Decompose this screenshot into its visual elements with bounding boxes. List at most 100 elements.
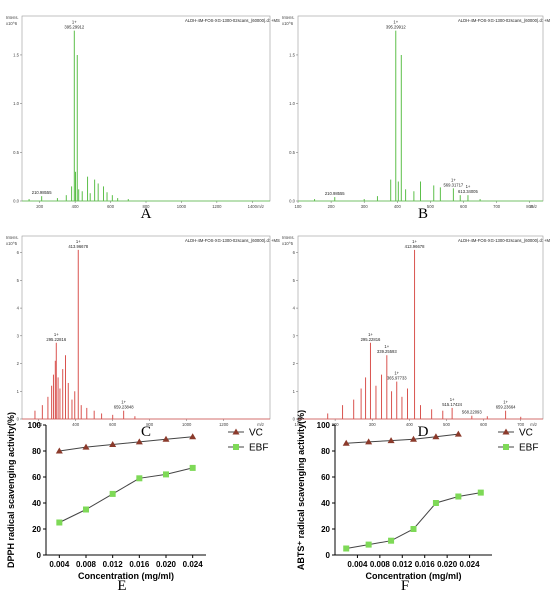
legend-vc-marker [502, 428, 510, 435]
panel-letter: C [141, 424, 151, 440]
ms-y-tick-label: 2 [293, 361, 296, 366]
ms-x-tick-label: 600 [107, 204, 115, 209]
x-tick-label: 0.016 [415, 560, 436, 569]
ms-peak-charge: 1+ [368, 332, 373, 337]
ms-peak-label: 515.17424 [442, 402, 462, 407]
ms-x-tick-label: 1000 [182, 422, 192, 427]
ms-peak-label: 210.98555 [32, 190, 52, 195]
ms-y-scale: x10^5 [282, 241, 294, 246]
ms-y-tick-label: 1.0 [13, 101, 19, 106]
x-tick-label: 0.008 [370, 560, 391, 569]
ms-y-label: Intens. [282, 235, 295, 240]
y-tick-label: 40 [32, 499, 41, 508]
vc-data-point [162, 435, 170, 442]
x-tick-label: 0.024 [183, 560, 204, 569]
ms-peak-charge: 1+ [394, 371, 399, 376]
y-axis-title: ABTS⁺ radical scavenging activity(%) [296, 410, 306, 570]
y-axis-title: DPPH radical scavenging activity(%) [6, 412, 16, 568]
vc-data-point [365, 438, 373, 445]
y-tick-label: 100 [28, 421, 42, 430]
ms-peak-charge: 1+ [451, 177, 456, 182]
ms-y-scale: x10^6 [282, 21, 294, 26]
y-tick-label: 0 [326, 551, 331, 560]
ebf-data-point [163, 471, 169, 478]
ms-y-tick-label: 1.5 [13, 52, 19, 57]
x-axis-title: Concentration (mg/ml) [78, 571, 174, 581]
vc-data-point [387, 437, 395, 444]
ms-x-tick-label: 600 [109, 422, 117, 427]
series-line-ebf [59, 467, 193, 523]
ms-y-tick-label: 0 [17, 417, 20, 422]
panel-letter: F [401, 578, 409, 594]
ms-peak-charge: 1+ [450, 397, 455, 402]
x-axis-title: Concentration (mg/ml) [366, 571, 462, 581]
ms-y-tick-label: 0.5 [13, 150, 19, 155]
ms-x-tick-label: 800 [146, 422, 154, 427]
ms-peak-label: 339.25593 [377, 349, 397, 354]
ms-x-tick-label: 200 [332, 422, 340, 427]
ms-y-tick-label: 5 [293, 278, 296, 283]
ms-y-label: Intens. [6, 15, 19, 20]
ms-y-tick-label: 6 [17, 250, 20, 255]
ms-peak-label: 395.29912 [386, 25, 406, 30]
x-tick-label: 0.020 [156, 560, 177, 569]
ms-x-tick-label: 700 [493, 204, 501, 209]
ms-panel-b: ALDH-4M-FOS-XG-1300-02scans_(60000).d: +… [282, 15, 550, 222]
ebf-data-point [109, 490, 116, 497]
ms-peak-label: 568.22093 [462, 410, 482, 415]
ms-x-tick-label: 200 [328, 204, 336, 209]
ebf-data-point [410, 526, 417, 532]
panel-letter: D [418, 424, 429, 440]
dpph-chart-panel-e: 0 20 40 60 80 100 0.004 0.008 0.012 0.016 0.020 0.0… [6, 412, 268, 594]
ms-panel-d: ALDH-4M-FOS-XG-1300-02scans_(60000).d: +… [282, 235, 550, 440]
panel-letter: B [418, 206, 428, 222]
ms-header-text: ALDH-4M-FOS-XG-1300-02scans_(60000).d: +… [185, 18, 280, 23]
ms-x-tick-label: 400 [406, 422, 414, 427]
ms-x-tick-label: 800 [143, 204, 151, 209]
legend-ebf-marker [233, 444, 239, 450]
ms-y-tick-label: 3 [293, 333, 296, 338]
x-tick-label: 0.004 [49, 560, 70, 569]
ms-y-scale: x10^5 [6, 241, 18, 246]
x-tick-label: 0.016 [129, 560, 150, 569]
y-tick-label: 80 [32, 447, 41, 456]
ms-peak-label: 569.31717 [443, 182, 463, 187]
ms-peak-charge: 1+ [76, 239, 81, 244]
ebf-data-point [365, 541, 372, 548]
ms-x-tick-label: 400 [72, 422, 80, 427]
ms-y-tick-label: 1.5 [289, 52, 295, 57]
series-line-vc [59, 436, 193, 452]
ebf-data-point [83, 506, 89, 513]
ms-peak-label: 395.29912 [64, 25, 84, 30]
ms-x-tick-label: 200 [36, 204, 44, 209]
ebf-data-point [388, 537, 395, 544]
ms-x-unit: m/z [530, 204, 537, 209]
ms-plot-frame [21, 235, 271, 420]
ms-y-tick-label: 3 [17, 333, 20, 338]
x-tick-label: 0.020 [437, 560, 458, 569]
ms-peak-charge: 1+ [393, 20, 398, 25]
ebf-data-point [343, 545, 350, 552]
vc-data-point [82, 443, 90, 450]
legend-label-vc: VC [519, 428, 533, 439]
ms-y-tick-label: 0.0 [289, 199, 295, 204]
ms-peak-label: 413.96678 [68, 244, 88, 249]
ms-x-tick-label: 600 [460, 204, 468, 209]
x-tick-label: 0.004 [347, 560, 368, 569]
vc-data-point [432, 433, 440, 440]
ebf-data-point [56, 519, 63, 526]
y-tick-label: 40 [321, 499, 330, 508]
vc-data-point [454, 430, 462, 437]
y-tick-label: 0 [37, 551, 42, 560]
series-line-vc [346, 433, 459, 444]
ms-header-text: ALDH-4M-FOS-XG-1300-02scans_(60000).d: +… [458, 238, 550, 243]
ms-peak-label: 659.23848 [114, 405, 134, 410]
y-tick-label: 20 [321, 525, 330, 534]
y-tick-label: 60 [321, 473, 330, 482]
ms-peak-charge: 1+ [503, 400, 508, 405]
ms-y-tick-label: 1 [293, 389, 296, 394]
vc-data-point [410, 435, 417, 442]
ms-peak-label: 613.34005 [458, 189, 478, 194]
legend-vc-marker [232, 428, 240, 435]
ms-x-tick-label: 300 [361, 204, 369, 209]
